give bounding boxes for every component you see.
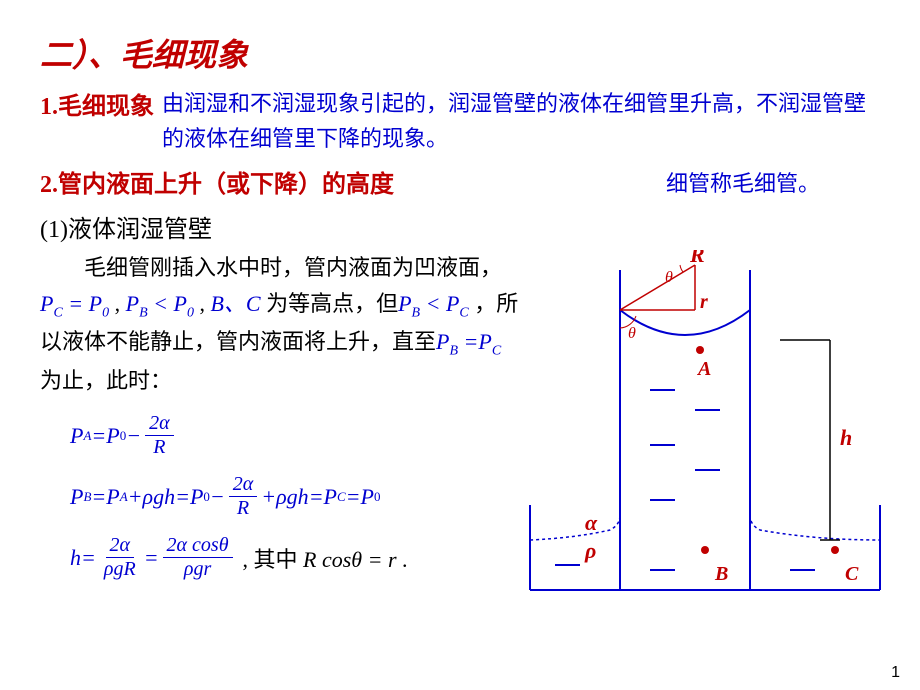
subsection-3-label: (1)液体润湿管壁 — [40, 209, 880, 244]
svg-text:α: α — [585, 510, 598, 535]
capillary-diagram: R θ r θ A B C h α ρ — [520, 250, 890, 620]
svg-text:C: C — [845, 563, 859, 585]
page-number: 1 — [891, 664, 900, 682]
definition-text: 由润湿和不润湿现象引起的，润湿管壁的液体在细管里升高，不润湿管壁的液体在细管里下… — [162, 86, 880, 156]
svg-text:A: A — [696, 358, 711, 380]
svg-text:B: B — [714, 563, 728, 585]
svg-text:R: R — [689, 250, 705, 267]
svg-text:r: r — [700, 291, 708, 313]
svg-text:ρ: ρ — [584, 538, 596, 563]
aside-note: 细管称毛细管。 — [666, 166, 880, 198]
svg-text:θ: θ — [628, 325, 636, 342]
subsection-1-label: 1.毛细现象 — [40, 86, 154, 121]
svg-text:θ: θ — [665, 269, 673, 286]
section-title: 二）、毛细现象 — [40, 30, 880, 76]
svg-text:h: h — [840, 425, 852, 450]
subsection-2-label: 2.管内液面上升（或下降）的高度 — [40, 164, 394, 199]
body-paragraph: 毛细管刚插入水中时，管内液面为凹液面，PC = P0 , PB < P0 , B… — [40, 250, 520, 398]
